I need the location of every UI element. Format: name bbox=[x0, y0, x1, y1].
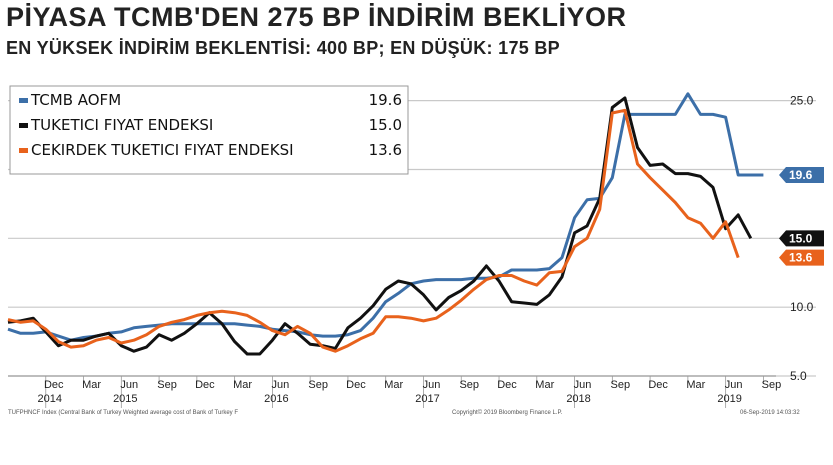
x-tick-label: Sep bbox=[459, 379, 479, 391]
x-tick-label: Mar bbox=[82, 379, 101, 391]
x-tick-label: Jun bbox=[423, 379, 441, 391]
x-tick-label: Sep bbox=[157, 379, 177, 391]
series-line bbox=[7, 96, 753, 356]
x-tick-label: Sep bbox=[308, 379, 328, 391]
x-tick-label: Dec bbox=[497, 379, 517, 391]
last-value-label: 13.6 bbox=[789, 251, 813, 265]
x-tick-label: Jun bbox=[272, 379, 290, 391]
y-tick-label: 25.0 bbox=[790, 94, 814, 108]
x-tick-label: Dec bbox=[44, 379, 64, 391]
last-value-badge bbox=[779, 230, 824, 247]
x-tick-label: Mar bbox=[535, 379, 554, 391]
legend-swatch bbox=[19, 148, 28, 153]
last-value-badge bbox=[779, 249, 824, 266]
x-year-label: 2016 bbox=[264, 393, 288, 405]
x-year-label: 2014 bbox=[38, 393, 62, 405]
x-tick-label: Dec bbox=[195, 379, 215, 391]
legend-series-name: TCMB AOFM bbox=[30, 91, 121, 109]
copyright-note: Copyright© 2019 Bloomberg Finance L.P. bbox=[452, 409, 563, 416]
legend-series-value: 13.6 bbox=[369, 141, 402, 159]
legend-series-name: CEKIRDEK TUKETICI FIYAT ENDEKSI bbox=[31, 141, 294, 159]
x-year-label: 2018 bbox=[566, 393, 590, 405]
x-year-label: 2019 bbox=[717, 393, 741, 405]
series-lines bbox=[7, 92, 764, 356]
x-year-label: 2017 bbox=[415, 393, 439, 405]
x-year-label: 2015 bbox=[113, 393, 137, 405]
legend-series-value: 19.6 bbox=[369, 91, 402, 109]
x-tick-label: Sep bbox=[611, 379, 631, 391]
x-tick-label: Mar bbox=[686, 379, 705, 391]
legend-series-value: 15.0 bbox=[369, 116, 402, 134]
chart-subtitle: EN YÜKSEK İNDİRİM BEKLENTİSİ: 400 BP; EN… bbox=[6, 38, 560, 58]
x-tick-label: Jun bbox=[574, 379, 592, 391]
x-axis: Dec 2014 Mar Jun 2015 Sep Dec Mar Jun 2016 Sep Dec M… bbox=[8, 375, 782, 408]
footer: TUFPHNCF Index (Central Bank of Turkey W… bbox=[8, 409, 800, 416]
series-line bbox=[7, 108, 740, 353]
last-value-badges: 19.6 15.0 13.6 bbox=[779, 166, 824, 266]
legend-series-name: TUKETICI FIYAT ENDEKSI bbox=[30, 116, 213, 134]
series-line bbox=[7, 92, 764, 342]
x-tick-label: Mar bbox=[384, 379, 403, 391]
x-tick-label: Dec bbox=[346, 379, 366, 391]
last-value-label: 19.6 bbox=[789, 168, 813, 182]
x-tick-label: Jun bbox=[725, 379, 743, 391]
x-tick-label: Sep bbox=[762, 379, 782, 391]
last-value-badge bbox=[779, 166, 824, 183]
legend-swatch bbox=[19, 123, 28, 128]
y-tick-label: 5.0 bbox=[790, 369, 807, 383]
chart-title: PİYASA TCMB'DEN 275 BP İNDİRİM BEKLİYOR bbox=[6, 2, 627, 32]
x-tick-label: Jun bbox=[120, 379, 138, 391]
x-tick-label: Mar bbox=[233, 379, 252, 391]
legend-swatch bbox=[19, 98, 28, 103]
source-note: TUFPHNCF Index (Central Bank of Turkey W… bbox=[8, 410, 238, 416]
legend-box bbox=[9, 85, 409, 175]
y-axis: 5.0 10.0 25.0 bbox=[790, 94, 814, 383]
legend: TCMB AOFM 19.6 TUKETICI FIYAT ENDEKSI 15.0 C… bbox=[9, 85, 409, 175]
y-tick-label: 10.0 bbox=[790, 300, 814, 314]
x-tick-label: Dec bbox=[648, 379, 668, 391]
timestamp-note: 06-Sep-2019 14:03:32 bbox=[740, 410, 800, 416]
last-value-label: 15.0 bbox=[789, 231, 813, 245]
